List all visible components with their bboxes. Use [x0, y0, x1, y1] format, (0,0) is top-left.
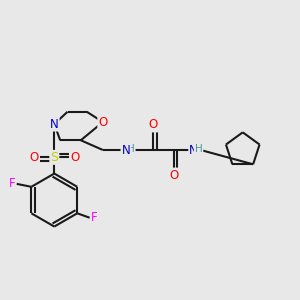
Text: O: O	[29, 151, 38, 164]
Text: N: N	[122, 143, 130, 157]
Text: F: F	[91, 211, 98, 224]
Text: S: S	[50, 151, 58, 164]
Text: O: O	[70, 151, 80, 164]
Text: H: H	[195, 144, 203, 154]
Text: N: N	[189, 143, 198, 157]
Text: O: O	[169, 169, 178, 182]
Text: F: F	[9, 177, 15, 190]
Text: O: O	[148, 118, 158, 131]
Text: H: H	[127, 144, 135, 154]
Text: O: O	[98, 116, 107, 128]
Text: N: N	[50, 118, 59, 130]
